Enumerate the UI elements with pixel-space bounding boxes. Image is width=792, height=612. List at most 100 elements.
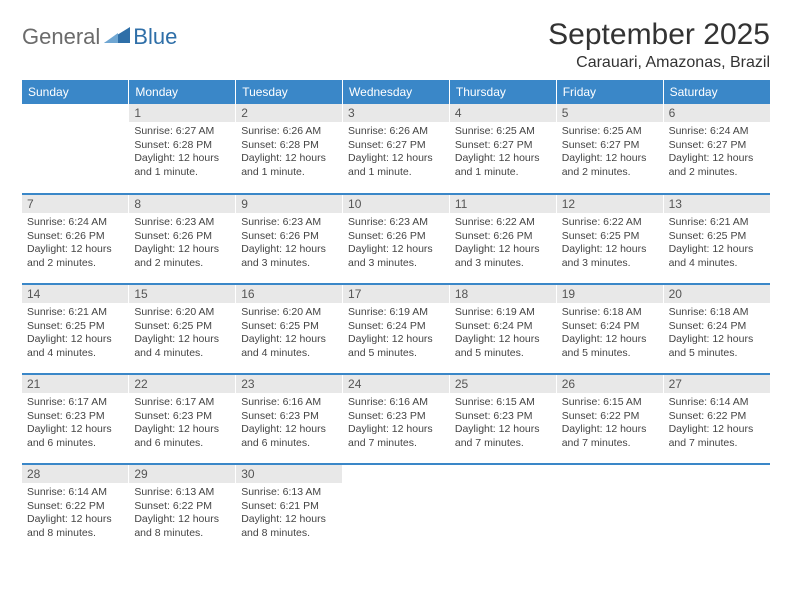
day-number: 10 — [343, 195, 449, 213]
day-number: 29 — [129, 465, 235, 483]
day-header: Wednesday — [343, 80, 450, 104]
day-number: 18 — [450, 285, 556, 303]
logo-text-general: General — [22, 24, 100, 50]
day-header: Monday — [129, 80, 236, 104]
day-body: Sunrise: 6:20 AMSunset: 6:25 PMDaylight:… — [236, 303, 342, 363]
calendar-cell: 14Sunrise: 6:21 AMSunset: 6:25 PMDayligh… — [22, 284, 129, 374]
title-block: September 2025 Carauari, Amazonas, Brazi… — [548, 18, 770, 72]
calendar-cell: 25Sunrise: 6:15 AMSunset: 6:23 PMDayligh… — [449, 374, 556, 464]
calendar-cell: 7Sunrise: 6:24 AMSunset: 6:26 PMDaylight… — [22, 194, 129, 284]
location: Carauari, Amazonas, Brazil — [548, 54, 770, 72]
calendar-cell: 29Sunrise: 6:13 AMSunset: 6:22 PMDayligh… — [129, 464, 236, 554]
day-body: Sunrise: 6:13 AMSunset: 6:22 PMDaylight:… — [129, 483, 235, 543]
calendar-cell — [343, 464, 450, 554]
day-number: 23 — [236, 375, 342, 393]
calendar-cell — [22, 104, 129, 194]
calendar-cell: 8Sunrise: 6:23 AMSunset: 6:26 PMDaylight… — [129, 194, 236, 284]
calendar-week: 28Sunrise: 6:14 AMSunset: 6:22 PMDayligh… — [22, 464, 770, 554]
day-header: Saturday — [663, 80, 770, 104]
calendar-cell: 5Sunrise: 6:25 AMSunset: 6:27 PMDaylight… — [556, 104, 663, 194]
day-body: Sunrise: 6:24 AMSunset: 6:26 PMDaylight:… — [22, 213, 128, 273]
calendar-cell: 21Sunrise: 6:17 AMSunset: 6:23 PMDayligh… — [22, 374, 129, 464]
day-number: 16 — [236, 285, 342, 303]
day-number: 12 — [557, 195, 663, 213]
day-body: Sunrise: 6:23 AMSunset: 6:26 PMDaylight:… — [129, 213, 235, 273]
calendar-cell: 2Sunrise: 6:26 AMSunset: 6:28 PMDaylight… — [236, 104, 343, 194]
calendar-week: 7Sunrise: 6:24 AMSunset: 6:26 PMDaylight… — [22, 194, 770, 284]
calendar-cell — [449, 464, 556, 554]
day-body: Sunrise: 6:18 AMSunset: 6:24 PMDaylight:… — [664, 303, 770, 363]
day-number: 24 — [343, 375, 449, 393]
day-number: 19 — [557, 285, 663, 303]
calendar-cell: 9Sunrise: 6:23 AMSunset: 6:26 PMDaylight… — [236, 194, 343, 284]
calendar-table: SundayMondayTuesdayWednesdayThursdayFrid… — [22, 80, 770, 554]
calendar-cell — [556, 464, 663, 554]
day-number: 20 — [664, 285, 770, 303]
month-title: September 2025 — [548, 18, 770, 52]
day-body: Sunrise: 6:19 AMSunset: 6:24 PMDaylight:… — [450, 303, 556, 363]
day-number: 9 — [236, 195, 342, 213]
day-body: Sunrise: 6:15 AMSunset: 6:23 PMDaylight:… — [450, 393, 556, 453]
calendar-body: 1Sunrise: 6:27 AMSunset: 6:28 PMDaylight… — [22, 104, 770, 554]
day-body: Sunrise: 6:14 AMSunset: 6:22 PMDaylight:… — [22, 483, 128, 543]
day-body: Sunrise: 6:27 AMSunset: 6:28 PMDaylight:… — [129, 122, 235, 182]
day-body: Sunrise: 6:14 AMSunset: 6:22 PMDaylight:… — [664, 393, 770, 453]
day-number: 6 — [664, 104, 770, 122]
day-body: Sunrise: 6:20 AMSunset: 6:25 PMDaylight:… — [129, 303, 235, 363]
calendar-cell: 23Sunrise: 6:16 AMSunset: 6:23 PMDayligh… — [236, 374, 343, 464]
day-number: 30 — [236, 465, 342, 483]
calendar-week: 1Sunrise: 6:27 AMSunset: 6:28 PMDaylight… — [22, 104, 770, 194]
day-number: 25 — [450, 375, 556, 393]
day-body: Sunrise: 6:22 AMSunset: 6:26 PMDaylight:… — [450, 213, 556, 273]
day-number: 21 — [22, 375, 128, 393]
calendar-cell: 24Sunrise: 6:16 AMSunset: 6:23 PMDayligh… — [343, 374, 450, 464]
calendar-cell — [663, 464, 770, 554]
day-number: 15 — [129, 285, 235, 303]
calendar-cell: 17Sunrise: 6:19 AMSunset: 6:24 PMDayligh… — [343, 284, 450, 374]
day-body: Sunrise: 6:16 AMSunset: 6:23 PMDaylight:… — [236, 393, 342, 453]
day-body: Sunrise: 6:17 AMSunset: 6:23 PMDaylight:… — [129, 393, 235, 453]
day-body: Sunrise: 6:13 AMSunset: 6:21 PMDaylight:… — [236, 483, 342, 543]
day-number: 22 — [129, 375, 235, 393]
day-body: Sunrise: 6:17 AMSunset: 6:23 PMDaylight:… — [22, 393, 128, 453]
header: General Blue September 2025 Carauari, Am… — [22, 18, 770, 72]
day-number: 3 — [343, 104, 449, 122]
calendar-cell: 12Sunrise: 6:22 AMSunset: 6:25 PMDayligh… — [556, 194, 663, 284]
day-number: 14 — [22, 285, 128, 303]
calendar-cell: 27Sunrise: 6:14 AMSunset: 6:22 PMDayligh… — [663, 374, 770, 464]
day-body: Sunrise: 6:21 AMSunset: 6:25 PMDaylight:… — [664, 213, 770, 273]
logo: General Blue — [22, 24, 177, 50]
day-number: 28 — [22, 465, 128, 483]
day-number: 7 — [22, 195, 128, 213]
day-number: 17 — [343, 285, 449, 303]
calendar-cell: 18Sunrise: 6:19 AMSunset: 6:24 PMDayligh… — [449, 284, 556, 374]
day-body: Sunrise: 6:26 AMSunset: 6:28 PMDaylight:… — [236, 122, 342, 182]
day-number: 26 — [557, 375, 663, 393]
calendar-cell: 20Sunrise: 6:18 AMSunset: 6:24 PMDayligh… — [663, 284, 770, 374]
calendar-cell: 28Sunrise: 6:14 AMSunset: 6:22 PMDayligh… — [22, 464, 129, 554]
day-number: 4 — [450, 104, 556, 122]
calendar-week: 21Sunrise: 6:17 AMSunset: 6:23 PMDayligh… — [22, 374, 770, 464]
day-body: Sunrise: 6:25 AMSunset: 6:27 PMDaylight:… — [557, 122, 663, 182]
day-number: 27 — [664, 375, 770, 393]
day-body: Sunrise: 6:18 AMSunset: 6:24 PMDaylight:… — [557, 303, 663, 363]
logo-triangle-icon — [104, 25, 130, 50]
day-body: Sunrise: 6:23 AMSunset: 6:26 PMDaylight:… — [236, 213, 342, 273]
calendar-cell: 13Sunrise: 6:21 AMSunset: 6:25 PMDayligh… — [663, 194, 770, 284]
day-body: Sunrise: 6:26 AMSunset: 6:27 PMDaylight:… — [343, 122, 449, 182]
calendar-week: 14Sunrise: 6:21 AMSunset: 6:25 PMDayligh… — [22, 284, 770, 374]
calendar-cell: 11Sunrise: 6:22 AMSunset: 6:26 PMDayligh… — [449, 194, 556, 284]
day-body: Sunrise: 6:24 AMSunset: 6:27 PMDaylight:… — [664, 122, 770, 182]
day-body: Sunrise: 6:21 AMSunset: 6:25 PMDaylight:… — [22, 303, 128, 363]
calendar-cell: 15Sunrise: 6:20 AMSunset: 6:25 PMDayligh… — [129, 284, 236, 374]
day-number: 11 — [450, 195, 556, 213]
day-body: Sunrise: 6:23 AMSunset: 6:26 PMDaylight:… — [343, 213, 449, 273]
day-body: Sunrise: 6:22 AMSunset: 6:25 PMDaylight:… — [557, 213, 663, 273]
day-body: Sunrise: 6:15 AMSunset: 6:22 PMDaylight:… — [557, 393, 663, 453]
calendar-cell: 10Sunrise: 6:23 AMSunset: 6:26 PMDayligh… — [343, 194, 450, 284]
day-header: Sunday — [22, 80, 129, 104]
calendar-cell: 30Sunrise: 6:13 AMSunset: 6:21 PMDayligh… — [236, 464, 343, 554]
calendar-cell: 22Sunrise: 6:17 AMSunset: 6:23 PMDayligh… — [129, 374, 236, 464]
day-number: 1 — [129, 104, 235, 122]
day-body: Sunrise: 6:19 AMSunset: 6:24 PMDaylight:… — [343, 303, 449, 363]
